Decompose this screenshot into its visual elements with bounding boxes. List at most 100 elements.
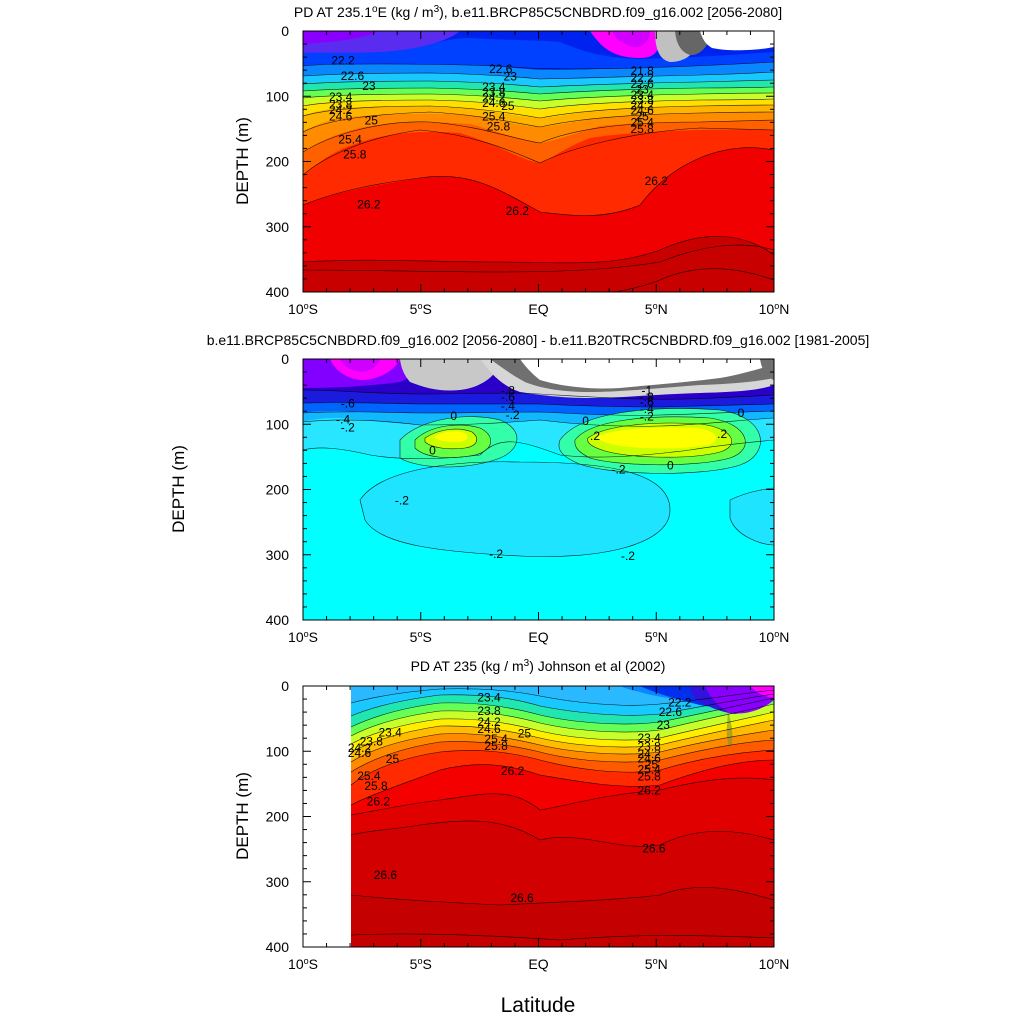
contour-label: 24.2 bbox=[638, 747, 662, 761]
contour-label: 25 bbox=[645, 757, 659, 771]
contour-label: -.4 bbox=[640, 402, 654, 416]
y-tick-label: 100 bbox=[266, 743, 290, 759]
contour-label: 23.4 bbox=[630, 88, 654, 102]
contour-label: 23.4 bbox=[378, 725, 402, 739]
x-tick-label: EQ bbox=[528, 956, 548, 972]
contour-label: -.2 bbox=[489, 547, 503, 561]
contour-label: -.2 bbox=[395, 494, 409, 508]
contour-label: 23.8 bbox=[630, 93, 654, 107]
panel-2-title: b.e11.BRCP85C5CNBDRD.f09_g16.002 [2056-2… bbox=[207, 332, 870, 348]
contour-label: -.4 bbox=[501, 399, 515, 413]
contour-label: 25 bbox=[386, 752, 400, 766]
contour-label: 23.8 bbox=[329, 98, 353, 112]
contour-label: 21.8 bbox=[630, 64, 654, 78]
contour-label: 23 bbox=[504, 70, 518, 84]
contour-label: 24.6 bbox=[348, 746, 372, 760]
contour-label: -.6 bbox=[501, 390, 515, 404]
contour-label: 23 bbox=[657, 718, 671, 732]
contour-label: -.4 bbox=[336, 413, 350, 427]
contour-label: 22.2 bbox=[331, 53, 355, 67]
contour-label: 22.2 bbox=[668, 695, 692, 709]
panel-3-title: PD AT 235 (kg / m3) Johnson et al (2002) bbox=[411, 658, 666, 675]
contour-label: 23.8 bbox=[477, 704, 501, 718]
contour-label: 25.4 bbox=[630, 115, 654, 129]
contour-label: .2 bbox=[590, 429, 600, 443]
x-axis-title: Latitude bbox=[501, 994, 576, 1017]
contour-label: 23.4 bbox=[477, 691, 501, 705]
contour-label: 24.6 bbox=[482, 96, 506, 110]
contour-label: -.8 bbox=[501, 383, 515, 397]
contour-label: 26.2 bbox=[501, 764, 525, 778]
x-tick-label: 5oS bbox=[410, 301, 432, 317]
panel-2-ylabel: DEPTH (m) bbox=[169, 445, 188, 533]
y-tick-label: 100 bbox=[266, 416, 290, 432]
contour-label: 26.6 bbox=[510, 891, 534, 905]
contour-label: -.2 bbox=[341, 421, 355, 435]
y-tick-label: 200 bbox=[266, 809, 290, 825]
panel-1: PD AT 235.1oE (kg / m3), b.e11.BRCP85C5C… bbox=[233, 4, 790, 318]
x-tick-label: 10oN bbox=[759, 301, 790, 317]
contour-label: 22.6 bbox=[659, 705, 683, 719]
x-tick-label: EQ bbox=[528, 629, 548, 645]
contour-label: 22.6 bbox=[341, 69, 365, 83]
contour-label: 24.6 bbox=[329, 109, 353, 123]
y-tick-label: 0 bbox=[281, 23, 289, 39]
contour-label: 0 bbox=[429, 443, 436, 457]
contour-label: 25.8 bbox=[484, 739, 508, 753]
contour-label: 26.6 bbox=[642, 841, 666, 855]
contour-label: 24.6 bbox=[630, 104, 654, 118]
contour-label: 26.2 bbox=[357, 198, 381, 212]
contour-label: -.2 bbox=[612, 462, 626, 476]
panel-3-field bbox=[303, 686, 774, 947]
contour-label: 24.6 bbox=[638, 751, 662, 765]
contour-label: 23.4 bbox=[638, 731, 662, 745]
contour-label: 25.8 bbox=[630, 122, 654, 136]
contour-label: 23.4 bbox=[329, 90, 353, 104]
contour-label: 26.2 bbox=[367, 794, 391, 808]
y-tick-label: 400 bbox=[266, 939, 290, 955]
contour-label: 24.6 bbox=[477, 722, 501, 736]
contour-label: 25.8 bbox=[638, 770, 662, 784]
contour-label: 23.8 bbox=[360, 734, 384, 748]
x-tick-label: 10oN bbox=[759, 956, 790, 972]
contour-label: -1 bbox=[641, 383, 652, 397]
contour-label: 25.8 bbox=[364, 779, 388, 793]
contour-label: 0 bbox=[667, 458, 674, 472]
contour-label: 23.4 bbox=[482, 80, 506, 94]
y-tick-label: 0 bbox=[281, 351, 289, 367]
y-tick-label: 200 bbox=[266, 482, 290, 498]
y-tick-label: 0 bbox=[281, 678, 289, 694]
y-tick-label: 300 bbox=[266, 874, 290, 890]
y-tick-label: 300 bbox=[266, 547, 290, 563]
x-tick-label: 10oS bbox=[288, 629, 318, 645]
contour-label: 22.6 bbox=[489, 62, 513, 76]
contour-label: 26.2 bbox=[645, 174, 669, 188]
contour-label: 25 bbox=[365, 113, 379, 127]
panel-1-ylabel: DEPTH (m) bbox=[233, 117, 252, 205]
contour-label: 26.2 bbox=[638, 783, 662, 797]
x-tick-label: 5oN bbox=[645, 301, 668, 317]
y-tick-label: 200 bbox=[266, 154, 290, 170]
panel-2: b.e11.BRCP85C5CNBDRD.f09_g16.002 [2056-2… bbox=[169, 332, 869, 645]
contour-label: 0 bbox=[450, 409, 457, 423]
contour-label: 25 bbox=[518, 727, 532, 741]
contour-label: 25.4 bbox=[338, 132, 362, 146]
y-tick-label: 400 bbox=[266, 284, 290, 300]
contour-label: 0 bbox=[738, 406, 745, 420]
contour-label: 25.4 bbox=[357, 769, 381, 783]
x-tick-label: 5oS bbox=[410, 629, 432, 645]
panel-3: PD AT 235 (kg / m3) Johnson et al (2002) bbox=[233, 658, 789, 973]
contour-label: 25.4 bbox=[482, 109, 506, 123]
contour-label: 23 bbox=[635, 83, 649, 97]
contour-label: -.6 bbox=[640, 395, 654, 409]
contour-label: -.2 bbox=[506, 408, 520, 422]
contour-label: 25.8 bbox=[343, 147, 367, 161]
x-tick-label: 10oS bbox=[288, 956, 318, 972]
contour-label: 25.4 bbox=[484, 732, 508, 746]
contour-label: -.2 bbox=[640, 409, 654, 423]
contour-label: 23.8 bbox=[482, 85, 506, 99]
contour-label: 24.2 bbox=[630, 98, 654, 112]
contour-label: 26.2 bbox=[506, 204, 530, 218]
contour-label: 24.2 bbox=[348, 741, 372, 755]
x-tick-label: 5oN bbox=[645, 956, 668, 972]
